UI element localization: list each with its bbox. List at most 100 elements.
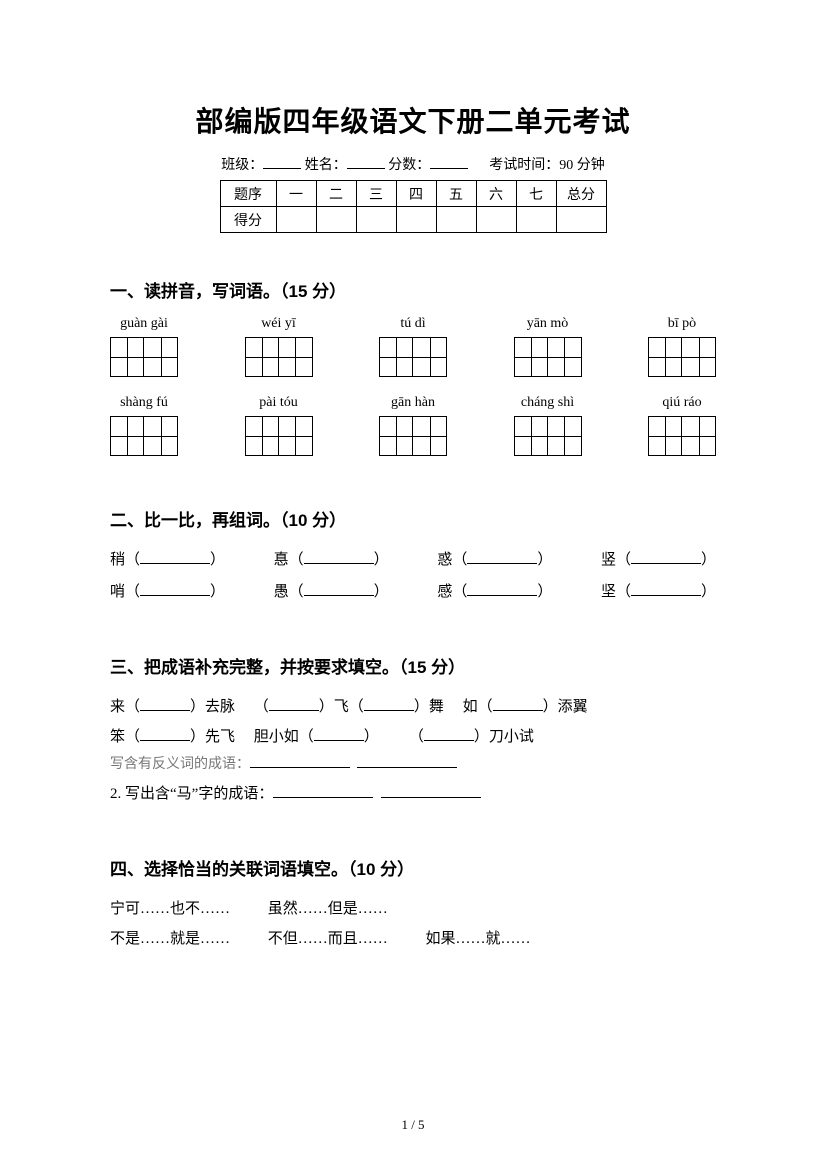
q2-item: 惪（） — [274, 545, 389, 575]
char-box[interactable] — [514, 337, 582, 377]
score-blank[interactable] — [430, 155, 468, 169]
opt: 虽然……但是…… — [268, 894, 388, 924]
score-cell[interactable] — [396, 207, 436, 233]
char-cell[interactable] — [380, 338, 413, 376]
text: （ — [254, 699, 269, 715]
q2-item: 坚（） — [601, 577, 716, 607]
q2-item: 稍（） — [110, 545, 225, 575]
char-box[interactable] — [514, 416, 582, 456]
blank[interactable] — [364, 697, 414, 711]
q3-sub: 2. 写出含“马”字的成语： — [110, 779, 716, 809]
char-cell[interactable] — [279, 338, 312, 376]
pinyin-item: qiú ráo — [648, 395, 716, 460]
char-cell[interactable] — [380, 417, 413, 455]
score-cell[interactable] — [276, 207, 316, 233]
text: 来（ — [110, 699, 140, 715]
char-cell[interactable] — [682, 417, 715, 455]
blank[interactable] — [269, 697, 319, 711]
opt: 不是……就是…… — [110, 924, 230, 954]
blank[interactable] — [273, 784, 373, 798]
score-cell[interactable] — [436, 207, 476, 233]
blank[interactable] — [631, 582, 701, 596]
col-header: 二 — [316, 181, 356, 207]
text: ）先飞 — [190, 729, 235, 745]
score-cell[interactable] — [556, 207, 606, 233]
pinyin-row: shàng fúpài tóugān hàncháng shìqiú ráo — [110, 395, 716, 460]
pinyin-item: pài tóu — [245, 395, 313, 460]
pinyin-item: shàng fú — [110, 395, 178, 460]
char-cell[interactable] — [279, 417, 312, 455]
blank[interactable] — [467, 550, 537, 564]
blank[interactable] — [381, 784, 481, 798]
blank[interactable] — [631, 550, 701, 564]
char-box[interactable] — [379, 337, 447, 377]
text: 胆小如（ — [254, 729, 314, 745]
char-cell[interactable] — [413, 417, 446, 455]
q2-item: 愚（） — [274, 577, 389, 607]
col-header: 五 — [436, 181, 476, 207]
blank[interactable] — [304, 582, 374, 596]
col-header: 三 — [356, 181, 396, 207]
pinyin-item: gān hàn — [379, 395, 447, 460]
char-box[interactable] — [245, 416, 313, 456]
char-cell[interactable] — [649, 338, 682, 376]
char-cell[interactable] — [515, 417, 548, 455]
page-title: 部编版四年级语文下册二单元考试 — [110, 100, 716, 140]
char-cell[interactable] — [649, 417, 682, 455]
name-label: 姓名： — [305, 158, 347, 173]
pinyin-label: shàng fú — [110, 395, 178, 411]
q2-item: 竖（） — [601, 545, 716, 575]
pinyin-item: wéi yī — [245, 316, 313, 381]
char-cell[interactable] — [246, 417, 279, 455]
char-cell[interactable] — [548, 417, 581, 455]
pinyin-label: gān hàn — [379, 395, 447, 411]
blank[interactable] — [304, 550, 374, 564]
char-box[interactable] — [110, 416, 178, 456]
pinyin-label: qiú ráo — [648, 395, 716, 411]
score-cell[interactable] — [356, 207, 396, 233]
score-cell[interactable] — [516, 207, 556, 233]
score-table: 题序 一 二 三 四 五 六 七 总分 得分 — [220, 180, 607, 233]
score-cell[interactable] — [476, 207, 516, 233]
row-header: 题序 — [220, 181, 276, 207]
blank[interactable] — [424, 727, 474, 741]
pinyin-item: bī pò — [648, 316, 716, 381]
blank[interactable] — [140, 550, 210, 564]
text: （ — [409, 729, 424, 745]
table-row: 得分 — [220, 207, 606, 233]
col-header: 一 — [276, 181, 316, 207]
char-box[interactable] — [648, 337, 716, 377]
char-cell[interactable] — [548, 338, 581, 376]
char-cell[interactable] — [111, 417, 144, 455]
name-blank[interactable] — [347, 155, 385, 169]
text: ）去脉 — [190, 699, 235, 715]
char-cell[interactable] — [246, 338, 279, 376]
char-cell[interactable] — [111, 338, 144, 376]
class-blank[interactable] — [263, 155, 301, 169]
blank[interactable] — [357, 754, 457, 768]
blank[interactable] — [250, 754, 350, 768]
char-cell[interactable] — [144, 338, 177, 376]
blank[interactable] — [493, 697, 543, 711]
score-cell[interactable] — [316, 207, 356, 233]
char-box[interactable] — [110, 337, 178, 377]
char-box[interactable] — [379, 416, 447, 456]
blank[interactable] — [140, 582, 210, 596]
q4-opts: 不是……就是…… 不但……而且…… 如果……就…… — [110, 924, 716, 954]
char-cell[interactable] — [682, 338, 715, 376]
blank[interactable] — [140, 697, 190, 711]
q1-title: 一、读拼音，写词语。（15 分） — [110, 277, 716, 302]
char-cell[interactable] — [515, 338, 548, 376]
blank[interactable] — [314, 727, 364, 741]
opt: 不但……而且…… — [268, 924, 388, 954]
char-box[interactable] — [245, 337, 313, 377]
q3-line: 笨（）先飞 胆小如（） （）刀小试 — [110, 722, 716, 752]
score-label: 分数： — [388, 158, 430, 173]
pinyin-label: pài tóu — [245, 395, 313, 411]
blank[interactable] — [140, 727, 190, 741]
blank[interactable] — [467, 582, 537, 596]
pinyin-label: bī pò — [648, 316, 716, 332]
char-cell[interactable] — [413, 338, 446, 376]
char-cell[interactable] — [144, 417, 177, 455]
char-box[interactable] — [648, 416, 716, 456]
